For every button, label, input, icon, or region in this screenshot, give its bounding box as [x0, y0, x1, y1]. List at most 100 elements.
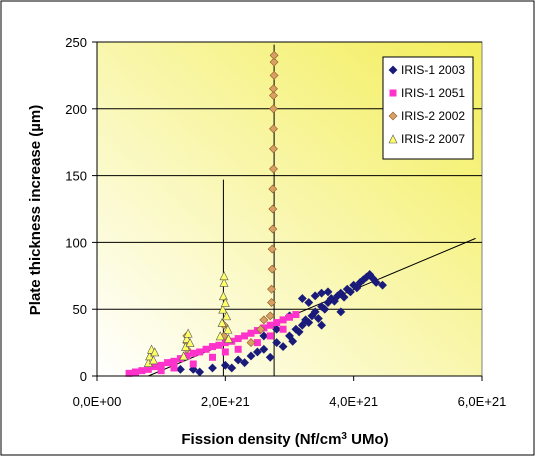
data-point	[233, 355, 243, 365]
data-point	[272, 324, 282, 334]
data-point	[234, 345, 242, 353]
data-point	[234, 335, 242, 343]
data-point	[164, 359, 172, 367]
data-point	[209, 343, 216, 351]
data-point	[218, 304, 228, 314]
y-tick-label: 150	[65, 169, 87, 184]
data-point	[175, 364, 185, 374]
x-tick-labels: 0,0E+00 2,0E+21 4,0E+21 6,0E+21	[73, 394, 507, 409]
axes	[92, 41, 483, 381]
data-point	[144, 365, 152, 373]
data-point	[241, 332, 249, 340]
data-point	[292, 311, 300, 319]
data-point	[268, 224, 278, 234]
y-tick-label: 100	[65, 235, 87, 250]
legend-box	[382, 56, 474, 160]
data-point	[288, 336, 298, 346]
data-point	[138, 367, 146, 375]
data-point	[378, 280, 387, 290]
data-point	[286, 313, 293, 321]
data-point	[269, 144, 278, 154]
data-point	[259, 344, 269, 354]
legend: IRIS-1 2003 IRIS-1 2051 IRIS-2 2002 IRIS-2 …	[382, 56, 474, 160]
x-tick-label: 0,0E+00	[73, 394, 122, 409]
data-point	[150, 347, 160, 357]
data-point	[267, 284, 276, 294]
data-point	[202, 345, 210, 353]
data-point	[267, 264, 277, 274]
data-point	[219, 277, 229, 287]
data-point	[253, 327, 261, 335]
data-point	[132, 368, 139, 376]
data-point	[157, 361, 165, 369]
data-point	[266, 332, 274, 340]
data-point	[246, 351, 256, 361]
legend-label: IRIS-1 2003	[401, 63, 465, 77]
data-point	[240, 358, 250, 368]
data-point	[189, 360, 197, 368]
series-4	[143, 271, 234, 367]
series-3	[182, 50, 279, 354]
legend-label: IRIS-2 2002	[401, 109, 465, 123]
data-point	[125, 369, 133, 377]
data-point	[196, 348, 204, 356]
y-tick-label: 250	[65, 35, 87, 50]
data-point	[320, 304, 330, 314]
data-point	[218, 291, 228, 301]
data-point	[269, 57, 279, 67]
legend-marker	[388, 111, 398, 121]
data-point	[221, 348, 229, 356]
y-tick-labels: 0 50 100 150 200 250	[65, 35, 87, 384]
data-point	[310, 307, 320, 317]
data-point	[253, 339, 261, 347]
data-point	[346, 287, 355, 297]
data-point	[151, 363, 159, 371]
data-point	[157, 367, 165, 375]
data-point	[269, 124, 278, 134]
legend-label: IRIS-1 2051	[401, 86, 465, 100]
legend-item: IRIS-1 2051	[389, 86, 465, 100]
series-1	[175, 270, 387, 377]
data-point	[217, 317, 227, 327]
data-point	[185, 337, 195, 347]
data-point	[215, 331, 225, 341]
data-point	[220, 360, 230, 370]
data-point	[323, 287, 333, 297]
data-points	[125, 50, 387, 377]
data-point	[272, 338, 282, 348]
x-tick-label: 4,0E+21	[329, 394, 378, 409]
legend-item: IRIS-1 2003	[388, 63, 465, 77]
data-point	[220, 297, 230, 307]
legend-item: IRIS-2 2007	[388, 132, 465, 146]
data-point	[273, 319, 281, 327]
legend-marker	[389, 89, 397, 97]
data-point	[269, 91, 278, 100]
data-point	[265, 311, 275, 321]
data-point	[223, 324, 233, 334]
data-point	[268, 184, 278, 194]
data-point	[209, 353, 216, 361]
data-point	[285, 331, 294, 341]
data-point	[179, 351, 189, 361]
legend-item: IRIS-2 2002	[388, 109, 465, 123]
data-point	[215, 341, 223, 349]
data-point	[259, 315, 269, 325]
x-tick-label: 2,0E+21	[201, 394, 250, 409]
data-point	[269, 164, 278, 174]
data-point	[317, 320, 327, 330]
data-point	[208, 363, 217, 373]
x-tick-label: 6,0E+21	[458, 394, 507, 409]
data-point	[336, 307, 346, 317]
data-point	[268, 204, 278, 214]
data-point	[227, 363, 237, 373]
data-point	[297, 294, 307, 303]
data-point	[224, 333, 234, 343]
data-point	[265, 352, 275, 362]
data-point	[329, 296, 339, 306]
data-point	[269, 70, 279, 80]
data-point	[222, 311, 232, 321]
data-point	[294, 327, 304, 337]
data-point	[170, 357, 178, 365]
data-point	[267, 244, 277, 254]
